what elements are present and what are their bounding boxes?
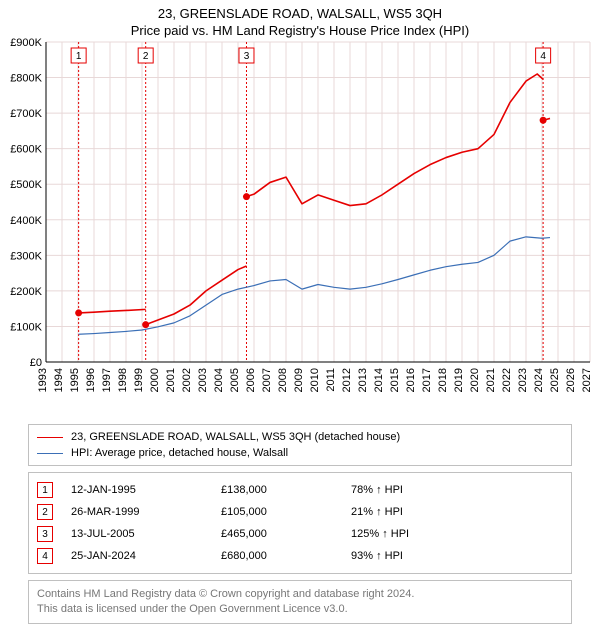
svg-text:2027: 2027 [581, 368, 593, 392]
table-row: 3 13-JUL-2005£465,000125% ↑ HPI [37, 523, 563, 545]
svg-text:£0: £0 [30, 357, 42, 369]
svg-text:2008: 2008 [277, 368, 289, 392]
svg-text:2023: 2023 [517, 368, 529, 392]
legend: 23, GREENSLADE ROAD, WALSALL, WS5 3QH (d… [28, 424, 572, 466]
sales-table: 1 12-JAN-1995£138,00078% ↑ HPI 2 26-MAR-199… [28, 472, 572, 574]
table-row: 1 12-JAN-1995£138,00078% ↑ HPI [37, 479, 563, 501]
svg-text:2004: 2004 [213, 368, 225, 392]
svg-text:2: 2 [143, 51, 149, 62]
legend-item: HPI: Average price, detached house, Wals… [37, 445, 563, 461]
svg-text:2013: 2013 [357, 368, 369, 392]
legend-label: 23, GREENSLADE ROAD, WALSALL, WS5 3QH (d… [71, 431, 400, 443]
price-chart: £0 £100K £200K £300K £400K £500K £600K £700K £80… [0, 38, 600, 418]
sale-price: £105,000 [221, 506, 351, 518]
svg-text:1997: 1997 [101, 368, 113, 392]
sale-date: 13-JUL-2005 [71, 528, 221, 540]
svg-text:2016: 2016 [405, 368, 417, 392]
sale-date: 12-JAN-1995 [71, 484, 221, 496]
sale-price: £680,000 [221, 550, 351, 562]
svg-text:2000: 2000 [149, 368, 161, 392]
svg-text:£500K: £500K [10, 179, 42, 191]
table-row: 4 25-JAN-2024£680,00093% ↑ HPI [37, 545, 563, 567]
table-row: 2 26-MAR-1999£105,00021% ↑ HPI [37, 501, 563, 523]
svg-text:1999: 1999 [133, 368, 145, 392]
svg-text:3: 3 [244, 51, 250, 62]
sale-marker: 2 [37, 504, 53, 520]
svg-text:£400K: £400K [10, 215, 42, 227]
svg-text:2014: 2014 [373, 368, 385, 392]
svg-text:£300K: £300K [10, 250, 42, 262]
sale-price: £465,000 [221, 528, 351, 540]
sale-vs-hpi: 21% ↑ HPI [351, 506, 491, 518]
svg-text:2025: 2025 [549, 368, 561, 392]
svg-text:1994: 1994 [53, 368, 65, 392]
svg-text:2018: 2018 [437, 368, 449, 392]
sale-price: £138,000 [221, 484, 351, 496]
footer-licence: Contains HM Land Registry data © Crown c… [28, 580, 572, 624]
sale-marker: 1 [37, 482, 53, 498]
svg-text:2003: 2003 [197, 368, 209, 392]
svg-text:2005: 2005 [229, 368, 241, 392]
svg-text:1998: 1998 [117, 368, 129, 392]
sale-vs-hpi: 93% ↑ HPI [351, 550, 491, 562]
sale-marker: 4 [37, 548, 53, 564]
svg-text:2022: 2022 [501, 368, 513, 392]
footer-line-2: This data is licensed under the Open Gov… [37, 602, 563, 617]
svg-text:2021: 2021 [485, 368, 497, 392]
footer-line-1: Contains HM Land Registry data © Crown c… [37, 587, 563, 602]
legend-item: 23, GREENSLADE ROAD, WALSALL, WS5 3QH (d… [37, 429, 563, 445]
svg-text:£200K: £200K [10, 286, 42, 298]
svg-text:£100K: £100K [10, 321, 42, 333]
svg-text:£900K: £900K [10, 38, 42, 49]
titles: 23, GREENSLADE ROAD, WALSALL, WS5 3QH Pr… [0, 0, 600, 38]
svg-text:2001: 2001 [165, 368, 177, 392]
svg-text:£800K: £800K [10, 73, 42, 85]
svg-text:2015: 2015 [389, 368, 401, 392]
svg-text:2019: 2019 [453, 368, 465, 392]
sale-date: 25-JAN-2024 [71, 550, 221, 562]
legend-swatch [37, 437, 63, 438]
svg-text:2017: 2017 [421, 368, 433, 392]
svg-text:2020: 2020 [469, 368, 481, 392]
svg-text:2011: 2011 [325, 368, 337, 392]
page-title: 23, GREENSLADE ROAD, WALSALL, WS5 3QH [0, 6, 600, 21]
sale-marker: 3 [37, 526, 53, 542]
svg-text:2026: 2026 [565, 368, 577, 392]
svg-text:£700K: £700K [10, 108, 42, 120]
svg-text:2009: 2009 [293, 368, 305, 392]
legend-swatch [37, 453, 63, 454]
legend-label: HPI: Average price, detached house, Wals… [71, 447, 288, 459]
page: 23, GREENSLADE ROAD, WALSALL, WS5 3QH Pr… [0, 0, 600, 624]
svg-text:2012: 2012 [341, 368, 353, 392]
sale-vs-hpi: 125% ↑ HPI [351, 528, 491, 540]
page-subtitle: Price paid vs. HM Land Registry's House … [0, 23, 600, 38]
sale-vs-hpi: 78% ↑ HPI [351, 484, 491, 496]
chart-svg: £0 £100K £200K £300K £400K £500K £600K £700K £80… [0, 38, 600, 418]
svg-text:2024: 2024 [533, 368, 545, 392]
svg-text:1995: 1995 [69, 368, 81, 392]
sale-date: 26-MAR-1999 [71, 506, 221, 518]
svg-text:2010: 2010 [309, 368, 321, 392]
svg-text:2006: 2006 [245, 368, 257, 392]
svg-text:£600K: £600K [10, 144, 42, 156]
svg-text:1996: 1996 [85, 368, 97, 392]
svg-text:2007: 2007 [261, 368, 273, 392]
svg-text:1993: 1993 [37, 368, 49, 392]
svg-text:4: 4 [540, 51, 546, 62]
svg-text:2002: 2002 [181, 368, 193, 392]
svg-text:1: 1 [76, 51, 82, 62]
